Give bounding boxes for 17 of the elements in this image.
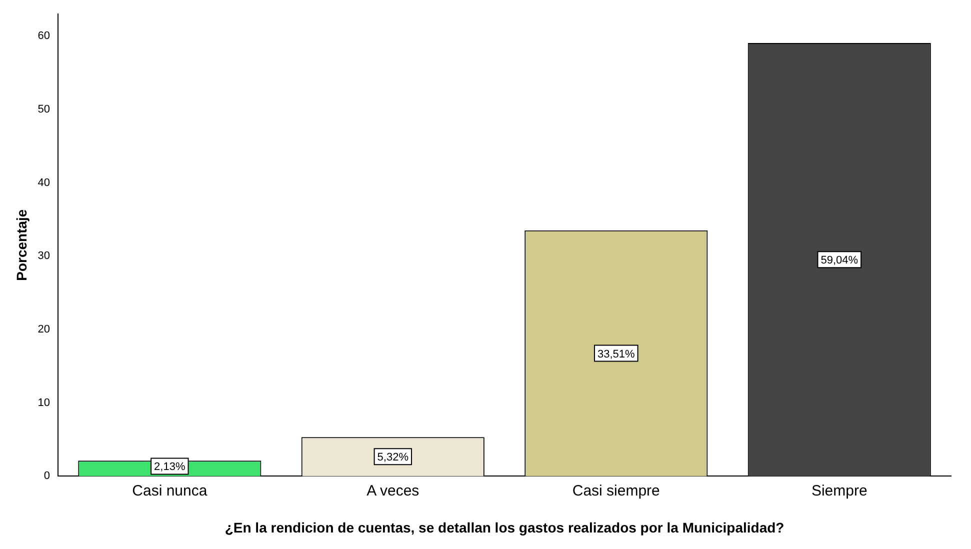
- x-tick-label: Casi nunca: [132, 482, 208, 500]
- y-axis-title: Porcentaje: [13, 209, 30, 281]
- data-label: 5,32%: [377, 452, 409, 464]
- y-tick-label: 60: [38, 30, 50, 42]
- y-tick-label: 20: [38, 324, 50, 336]
- data-label: 2,13%: [154, 461, 186, 474]
- data-label: 59,04%: [820, 254, 858, 267]
- y-tick-label: 0: [44, 470, 50, 482]
- y-tick-label: 30: [38, 250, 50, 262]
- y-tick-label: 40: [38, 176, 50, 189]
- data-label: 33,51%: [597, 348, 636, 360]
- x-tick-label: Siempre: [811, 482, 868, 500]
- x-tick-label: Casi siempre: [572, 482, 660, 500]
- x-axis-title: ¿En la rendicion de cuentas, se detallan los gastos realizados por la Municipalidad?: [224, 519, 784, 536]
- x-tick-label: A veces: [366, 482, 420, 500]
- y-tick-label: 50: [38, 103, 50, 116]
- y-tick-label: 10: [38, 396, 50, 409]
